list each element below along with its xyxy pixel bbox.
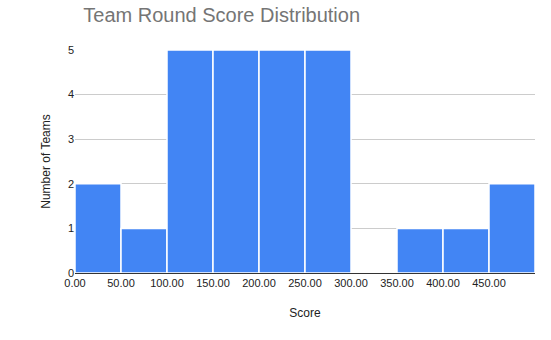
svg-text:100.00: 100.00	[150, 277, 184, 289]
svg-text:150.00: 150.00	[196, 277, 230, 289]
svg-text:200.00: 200.00	[242, 277, 276, 289]
svg-text:1: 1	[68, 222, 74, 234]
svg-text:0: 0	[68, 267, 74, 279]
svg-text:450.00: 450.00	[472, 277, 506, 289]
svg-text:4: 4	[68, 88, 74, 100]
svg-text:400.00: 400.00	[426, 277, 460, 289]
svg-text:250.00: 250.00	[288, 277, 322, 289]
svg-text:2: 2	[68, 178, 74, 190]
svg-text:Score: Score	[289, 306, 321, 320]
svg-text:Number of Teams: Number of Teams	[39, 114, 53, 208]
svg-text:300.00: 300.00	[334, 277, 368, 289]
svg-text:Team Round Score Distribution: Team Round Score Distribution	[83, 4, 360, 26]
svg-text:5: 5	[68, 44, 74, 56]
svg-text:0.00: 0.00	[64, 277, 85, 289]
svg-text:50.00: 50.00	[107, 277, 135, 289]
svg-text:3: 3	[68, 133, 74, 145]
svg-text:350.00: 350.00	[380, 277, 414, 289]
